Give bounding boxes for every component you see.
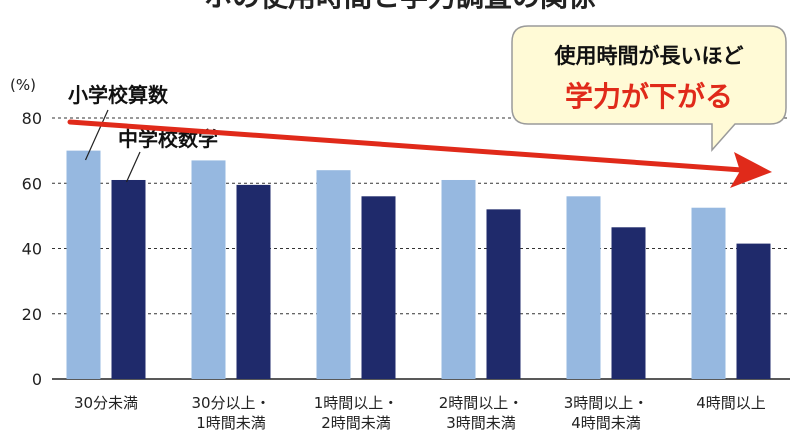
bar-junior-high-math — [611, 227, 646, 379]
bar-elementary-math — [66, 150, 101, 379]
callout-bubble — [511, 25, 787, 152]
x-category-label: 2時間以上・ — [439, 394, 524, 412]
x-category-label: 1時間未満 — [196, 414, 266, 432]
callout-line1: 使用時間が長いほど — [554, 44, 744, 68]
bar-elementary-math — [316, 170, 351, 379]
x-category-label: 1時間以上・ — [314, 394, 399, 412]
trend-arrow-head — [730, 152, 772, 188]
chart-title-fragment: ホの使用時間と学力調査の関係 — [204, 0, 596, 13]
y-tick-label: 80 — [22, 109, 42, 128]
x-category-label: 4時間未満 — [571, 414, 641, 432]
y-axis-unit-label: (%) — [10, 76, 36, 94]
series-label-leader-line — [125, 151, 141, 183]
x-category-label: 2時間未満 — [321, 414, 391, 432]
y-tick-label: 0 — [32, 370, 42, 389]
x-category-label: 30分以上・ — [191, 394, 270, 412]
x-category-label: 4時間以上 — [696, 394, 766, 412]
y-tick-label: 20 — [22, 305, 42, 324]
trend-arrow-shaft — [67, 119, 745, 173]
bar-elementary-math — [441, 179, 476, 379]
bar-junior-high-math — [736, 243, 771, 379]
bar-junior-high-math — [236, 184, 271, 379]
bar-elementary-math — [691, 207, 726, 379]
x-category-label: 3時間以上・ — [564, 394, 649, 412]
bar-elementary-math — [566, 196, 601, 379]
y-tick-label: 40 — [22, 240, 42, 259]
y-tick-label: 60 — [22, 174, 42, 193]
x-category-label: 3時間未満 — [446, 414, 516, 432]
bar-elementary-math — [191, 160, 226, 379]
bar-junior-high-math — [486, 209, 521, 379]
bar-junior-high-math — [361, 196, 396, 379]
series-label-elementary-math: 小学校算数 — [68, 83, 169, 107]
series-label-leader-line — [84, 109, 109, 161]
x-category-label: 30分未満 — [74, 394, 138, 412]
callout-line2: 学力が下がる — [565, 80, 733, 113]
bar-junior-high-math — [111, 179, 146, 379]
